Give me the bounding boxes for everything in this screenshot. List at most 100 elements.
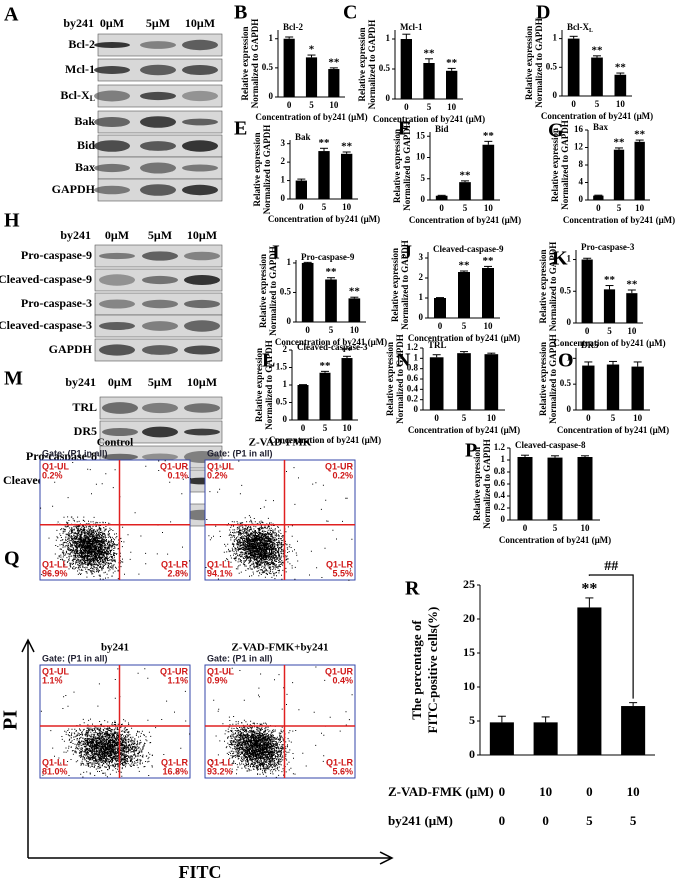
x-axis-label: Concentration of by241 (μM)	[409, 215, 521, 225]
y-tick-label: 0	[386, 93, 391, 103]
y-tick-label: 12	[574, 142, 584, 152]
significance: **	[328, 56, 340, 68]
y-tick-label: 0.8	[407, 363, 419, 373]
y-tick-label: 0.5	[560, 378, 572, 388]
scatter-dots	[40, 460, 191, 580]
row-text: Bid	[77, 138, 95, 152]
blot-band	[102, 428, 138, 436]
blot-band	[182, 64, 218, 76]
x-axis-label: Concentration of by241 (μM)	[553, 338, 665, 348]
y-axis-label: Relative expression	[390, 248, 400, 322]
y-tick-label: 2	[281, 156, 286, 166]
quadrant-label: 16.8%	[162, 766, 188, 776]
y-tick-label: 0.6	[494, 478, 506, 488]
x-axis-label: Concentration of by241 (μM)	[563, 215, 675, 225]
row-text: Bcl-X	[60, 88, 90, 102]
quadrant-label: 1.1%	[167, 675, 188, 685]
bar	[435, 195, 448, 200]
condition-name: by241 (μM)	[388, 813, 453, 828]
row-text: Pro-caspase-8	[26, 449, 97, 463]
blot-band	[140, 116, 176, 128]
significance: **	[615, 62, 627, 74]
panel-letter: D	[536, 2, 550, 24]
condition-value: 10	[627, 784, 640, 799]
chart-title: Bax	[593, 122, 609, 132]
y-tick-label: 20	[463, 611, 475, 625]
blot-band	[142, 453, 178, 461]
significance: **	[446, 57, 458, 69]
y-tick-label: 0.2	[407, 394, 419, 404]
blot-band	[140, 184, 176, 196]
y-tick-label: 0.4	[494, 490, 506, 500]
blot-band	[142, 275, 178, 285]
quadrant-label: 1.1%	[42, 675, 63, 685]
plot-title: Control	[97, 437, 133, 449]
y-tick-label: 0	[419, 312, 424, 322]
title-text: DR5	[581, 340, 599, 350]
y-tick-label: 0	[567, 404, 572, 414]
title-subscript: L	[589, 28, 593, 34]
significance: **	[459, 260, 471, 272]
x-tick-label: 10	[487, 413, 497, 423]
plot-title: Z-VAD-FMK+by241	[231, 642, 328, 654]
y-tick-label: 0	[414, 404, 419, 414]
gate-label: Gate: (P1 in all)	[42, 653, 108, 663]
y-axis-label: Relative expression	[472, 447, 482, 521]
chart-title: Mcl-1	[400, 22, 423, 32]
chart-title: Cleaved-caspase-8	[515, 440, 586, 450]
y-tick-label: 1	[567, 254, 572, 264]
significance: **	[626, 279, 638, 291]
blot-band	[184, 320, 220, 332]
scatter-dots	[40, 668, 191, 778]
panel-letter: P	[465, 440, 477, 462]
bar	[577, 607, 602, 755]
panel-letter: R	[405, 578, 420, 600]
bar	[582, 365, 595, 410]
y-axis-label: Normalized to GAPDH	[402, 121, 412, 210]
condition-name: Z-VAD-FMK (μM)	[388, 784, 494, 799]
bar	[533, 722, 558, 755]
blot-row-label: Pro-caspase-9	[21, 248, 92, 262]
significance: **	[483, 130, 495, 142]
blot-band	[99, 252, 135, 260]
y-tick-label: 0	[283, 414, 288, 424]
y-axis-label: FITC-positive cells(%)	[425, 607, 440, 734]
blot-band	[99, 274, 135, 286]
x-tick-label: 10	[581, 523, 591, 533]
chart-title: TRL	[428, 340, 447, 350]
bar	[577, 457, 593, 520]
chart-title: DR5	[581, 340, 599, 350]
x-tick-label: 0	[299, 202, 304, 212]
bar	[606, 364, 620, 410]
panel-letter: E	[234, 118, 247, 140]
y-axis-label: The percentage of	[409, 620, 424, 720]
y-axis-label: Relative expression	[550, 128, 560, 202]
x-axis-label: Concentration of by241 (μM)	[373, 114, 485, 124]
condition-value: 10	[539, 784, 552, 799]
blot-band	[184, 428, 220, 436]
y-tick-label: 15	[416, 130, 426, 140]
blot-band	[140, 41, 176, 49]
y-axis-label: Relative expression	[524, 26, 534, 100]
quadrant-label: Q1-LL	[42, 559, 69, 569]
blot-band	[182, 39, 218, 51]
title-text: Pro-caspase-3	[581, 242, 635, 252]
lane-label: 5μM	[148, 228, 172, 242]
blot-row-label: Bax	[75, 160, 95, 174]
x-tick-label: 10	[627, 326, 637, 336]
x-tick-label: 5	[322, 202, 327, 212]
title-text: Mcl-1	[400, 22, 423, 32]
row-text: DR5	[74, 424, 97, 438]
blot-band	[142, 426, 178, 438]
chart-title: Pro-caspase-9	[301, 252, 355, 262]
title-text: Cleaved-caspase-8	[515, 440, 586, 450]
blot-row-label: DR5	[74, 424, 97, 438]
quadrant-label: 0.9%	[207, 675, 228, 685]
quadrant-label: Q1-UL	[207, 666, 235, 676]
blot-band	[182, 90, 218, 102]
blot-row-label: Pro-caspase-8	[26, 449, 97, 463]
panel-letter: M	[4, 368, 23, 390]
y-tick-label: 0.4	[407, 383, 419, 393]
x-tick-label: 10	[633, 413, 643, 423]
